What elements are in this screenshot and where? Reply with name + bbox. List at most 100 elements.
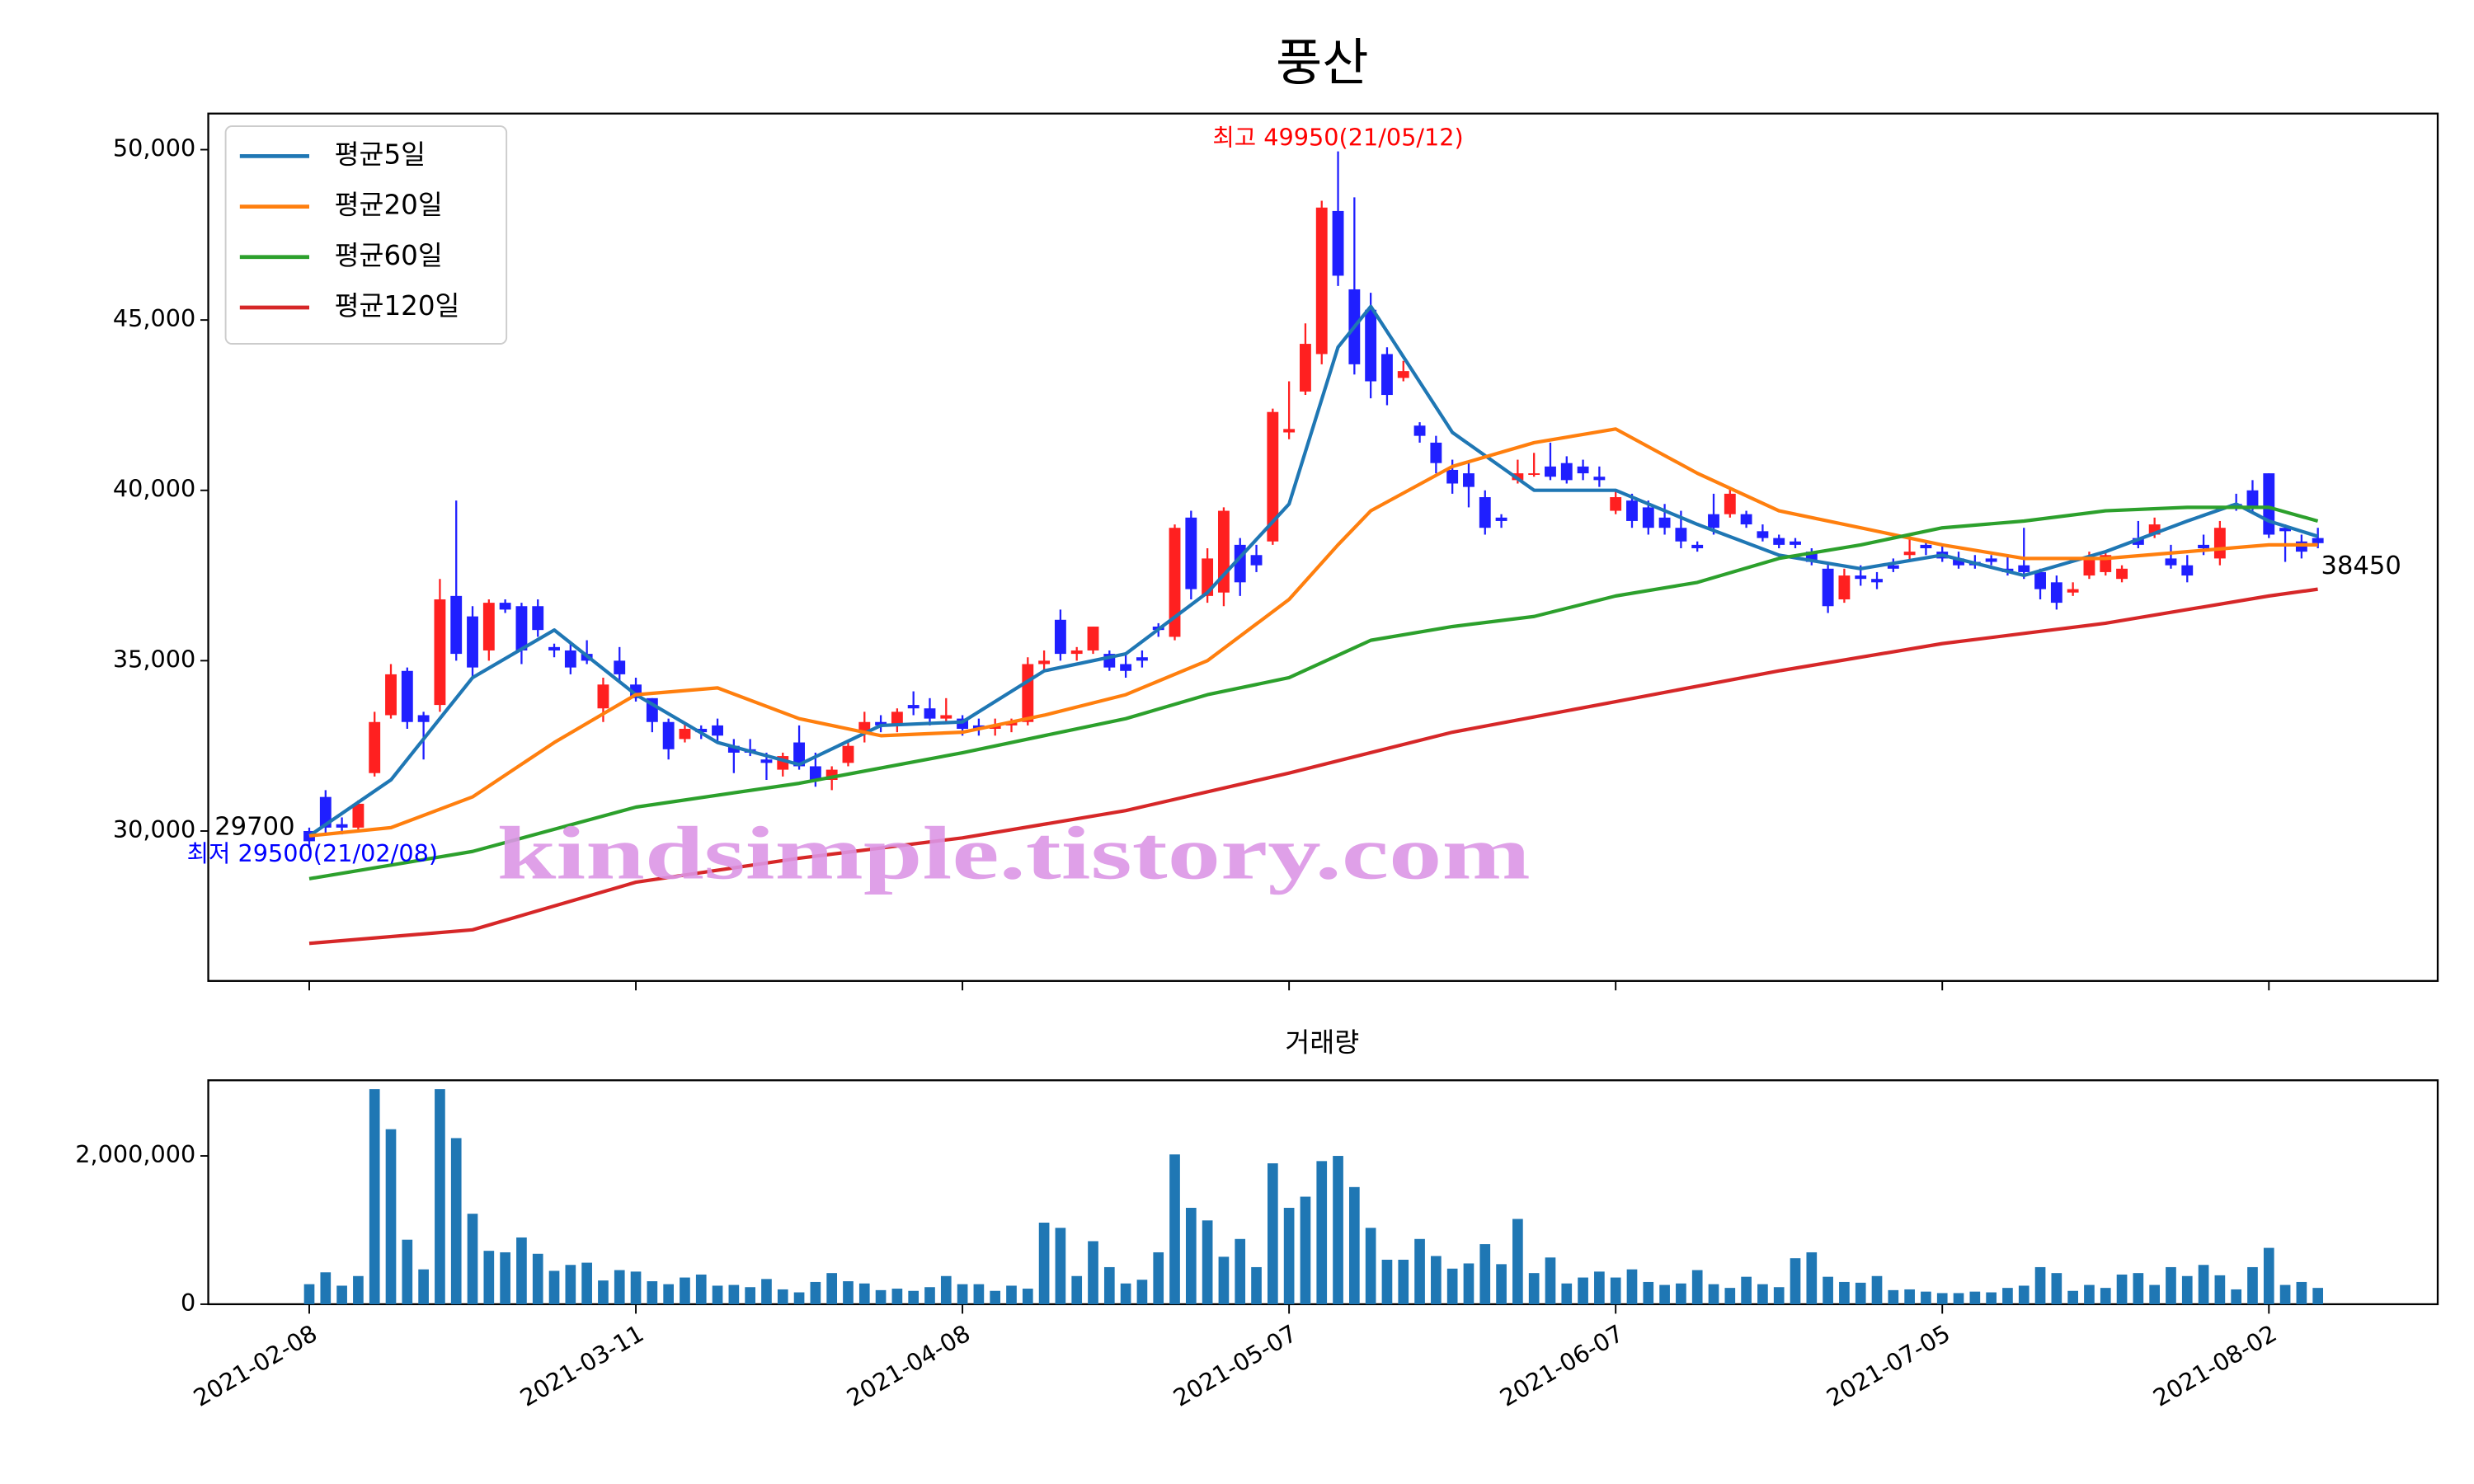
volume-bar [1333, 1156, 1343, 1304]
candle-body [809, 766, 821, 780]
volume-bar [875, 1289, 887, 1304]
volume-bar [450, 1138, 462, 1304]
volume-bar [1479, 1244, 1491, 1304]
volume-bar [2279, 1284, 2291, 1304]
volume-bar [1202, 1220, 1213, 1304]
candle-body [1724, 493, 1736, 514]
volume-bar [418, 1269, 429, 1304]
volume-bar [1316, 1161, 1328, 1304]
candle-body [1022, 664, 1034, 722]
candle-body [1887, 565, 1899, 569]
candle-body [1202, 558, 1214, 596]
volume-bar [908, 1290, 920, 1304]
volume-bar [1823, 1276, 1833, 1304]
volume-bar [1741, 1276, 1752, 1304]
volume-bar [1218, 1256, 1230, 1304]
candle-body [907, 705, 920, 709]
candle-body [1120, 664, 1132, 671]
candle-body [1757, 531, 1769, 538]
candle-body [1315, 207, 1328, 355]
max-annotation: 최고 49950(21/05/12) [1212, 123, 1463, 151]
volume-bar [2051, 1273, 2062, 1304]
volume-bar [467, 1214, 478, 1304]
volume-bar [891, 1289, 903, 1304]
candle-body [2246, 490, 2259, 508]
volume-bar [1643, 1281, 1654, 1304]
candle-body [1300, 344, 1311, 392]
volume-bar [663, 1284, 674, 1304]
volume-bar [990, 1290, 1001, 1304]
volume-bar [1528, 1273, 1540, 1304]
volume-bar [1283, 1208, 1295, 1304]
candle-body [1054, 619, 1066, 655]
y-tick-label: 50,000 [113, 134, 195, 162]
candle-body [434, 599, 446, 706]
y-tick-label: 45,000 [113, 304, 195, 332]
candle-body [385, 674, 397, 716]
moving-average-line [308, 587, 2318, 946]
volume-bar [924, 1287, 935, 1304]
volume-bar [1594, 1271, 1605, 1304]
candle-body [679, 729, 691, 740]
candle-body [1560, 463, 1573, 481]
volume-bar [1235, 1238, 1246, 1304]
candle-body [2050, 582, 2062, 603]
volume-bar [1921, 1291, 1931, 1304]
volume-bar [2018, 1285, 2030, 1304]
candle-body [1430, 442, 1442, 463]
candle-body [2213, 528, 2226, 559]
volume-bar [1088, 1241, 1098, 1304]
candle-body [1283, 429, 1296, 433]
candle-body [597, 684, 609, 709]
volume-bar [303, 1284, 315, 1304]
watermark: kindsimple.tistory.com [497, 811, 1531, 895]
candle-body [2018, 565, 2030, 572]
candle-body [1855, 575, 1867, 580]
candle-body [1413, 425, 1426, 436]
volume-bar [745, 1287, 755, 1304]
volume-bar [1414, 1238, 1425, 1304]
volume-bar [548, 1270, 560, 1304]
candle-body [2263, 473, 2275, 535]
candle-body [482, 603, 495, 650]
volume-bar [2133, 1273, 2144, 1304]
candle-body [1658, 517, 1671, 528]
volume-bar [435, 1089, 445, 1304]
candle-body [2067, 589, 2079, 593]
candle-body [727, 745, 740, 753]
candle-body [2312, 538, 2324, 543]
volume-bar [2312, 1288, 2324, 1304]
candle-body [1691, 544, 1704, 549]
volume-bar [1986, 1292, 1997, 1304]
candle-body [1642, 507, 1654, 528]
volume-bar [385, 1129, 397, 1304]
candle-body [1985, 558, 1997, 562]
volume-bar [353, 1275, 364, 1304]
candle-body [401, 670, 413, 722]
volume-bar [1153, 1252, 1164, 1304]
volume-bar [826, 1273, 838, 1304]
candle-body [450, 595, 463, 655]
y-tick-label: 40,000 [113, 475, 195, 503]
volume-bar [2263, 1247, 2274, 1304]
volume-bar [695, 1274, 707, 1304]
volume-bar [940, 1275, 952, 1304]
legend-box [224, 125, 508, 345]
volume-bar [1006, 1285, 1017, 1304]
candle-body [1577, 466, 1589, 474]
volume-bar [1251, 1266, 1262, 1304]
candle-body [336, 824, 348, 828]
volume-bar [1365, 1228, 1376, 1304]
candle-body [1495, 517, 1507, 521]
candle-body [515, 606, 528, 650]
volume-bar [1888, 1289, 1899, 1304]
volume-bar [1969, 1291, 1981, 1304]
candle-body [499, 603, 511, 610]
candle-body [352, 803, 365, 828]
candle-body [1169, 528, 1181, 637]
candle-body [662, 721, 675, 749]
first-close-label: 29700 [214, 813, 294, 842]
volume-bar [2214, 1275, 2226, 1304]
volume-bar [2034, 1266, 2046, 1304]
candle-body [712, 725, 723, 736]
